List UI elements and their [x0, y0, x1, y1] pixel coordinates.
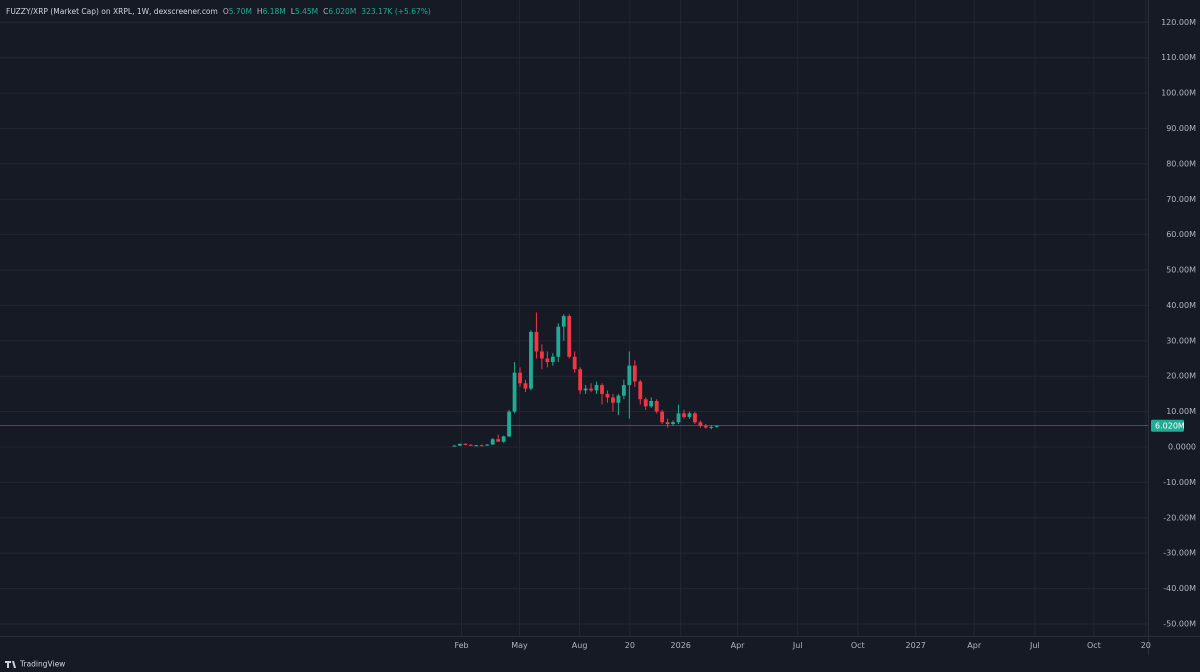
y-tick-label: 20.00M: [1166, 372, 1196, 381]
candle-body: [457, 443, 462, 446]
x-tick-label: Oct: [1087, 641, 1101, 650]
brand-name: TradingView: [19, 660, 65, 669]
candle-body: [518, 372, 522, 384]
x-tick-label: 2026: [671, 641, 691, 650]
candle-body: [479, 445, 484, 447]
y-tick-label: 0.0000: [1168, 443, 1196, 452]
ohlc-value: 5.45M: [295, 7, 318, 16]
y-tick-label: 110.00M: [1161, 53, 1196, 62]
x-tick-label: Jul: [1029, 641, 1040, 650]
candle-body: [572, 356, 577, 370]
candle-body: [490, 439, 495, 445]
candle-body: [660, 411, 665, 423]
y-tick-label: 10.00M: [1166, 407, 1196, 416]
candle-body: [501, 436, 506, 442]
candle-body: [703, 425, 708, 428]
candle-body: [594, 385, 599, 391]
x-tick-label: Apr: [967, 641, 982, 650]
ohlc-label: O: [223, 7, 229, 16]
x-tick-label: Apr: [731, 641, 746, 650]
y-tick-label: 50.00M: [1166, 266, 1196, 275]
last-price-badge: [1151, 419, 1184, 432]
candle-body: [529, 331, 533, 389]
candle-body: [671, 422, 675, 424]
candle-body: [654, 400, 659, 412]
ohlc-label: H: [257, 7, 263, 16]
candle-body: [665, 422, 670, 424]
candle-body: [534, 331, 539, 352]
candle-body: [523, 383, 528, 389]
candle-body: [611, 397, 615, 403]
x-tick-label: Jul: [792, 641, 803, 650]
x-tick-label: Aug: [572, 641, 588, 650]
y-tick-label: 80.00M: [1166, 159, 1196, 168]
candle-body: [638, 381, 643, 400]
last-price-label: 6.020M: [1155, 422, 1185, 431]
x-tick-label: 20: [1141, 641, 1151, 650]
candle-body: [567, 316, 572, 357]
candle-body: [682, 413, 686, 417]
y-tick-label: 70.00M: [1166, 195, 1196, 204]
y-tick-label: -20.00M: [1163, 513, 1196, 522]
y-tick-label: 90.00M: [1166, 124, 1196, 133]
y-tick-label: 40.00M: [1166, 301, 1196, 310]
candle-body: [687, 413, 692, 417]
candle-body: [468, 444, 473, 446]
candle-body: [605, 393, 610, 398]
brand-logo: [5, 661, 16, 668]
y-tick-label: 120.00M: [1161, 18, 1196, 27]
candle-body: [698, 422, 703, 426]
ohlc-value: 6.020M: [328, 7, 356, 16]
candle-body: [452, 445, 457, 447]
candle-body: [512, 372, 517, 412]
candle-body: [561, 316, 566, 327]
candle-body: [583, 388, 588, 391]
x-tick-label: 20: [625, 641, 635, 650]
y-tick-label: 30.00M: [1166, 336, 1196, 345]
y-tick-label: -30.00M: [1163, 549, 1196, 558]
candle-body: [474, 445, 479, 447]
ohlc-label: C: [323, 7, 328, 16]
candle-body: [496, 439, 501, 442]
candle-body: [463, 443, 468, 445]
candle-body: [545, 358, 550, 363]
candle-body: [616, 395, 621, 403]
candle-body: [621, 385, 626, 396]
candle-body: [632, 365, 637, 382]
candle-body: [550, 356, 555, 363]
title: FUZZY/XRP (Market Cap) on XRPL, 1W, dexs…: [6, 7, 218, 16]
y-tick-label: -50.00M: [1163, 619, 1196, 628]
candle-body: [485, 444, 490, 446]
candle-body: [676, 413, 681, 423]
change: 323.17K (+5.67%): [361, 7, 431, 16]
x-tick-label: Oct: [851, 641, 865, 650]
candle-body: [578, 369, 583, 391]
ohlc-label: L: [291, 7, 296, 16]
candle-body: [643, 399, 648, 407]
y-tick-label: 100.00M: [1161, 89, 1196, 98]
ohlc-value: 6.18M: [263, 7, 286, 16]
candle-body: [539, 351, 544, 359]
y-tick-label: 60.00M: [1166, 230, 1196, 239]
candle-body: [649, 400, 654, 407]
candle-body: [556, 326, 561, 357]
y-tick-label: -10.00M: [1163, 478, 1196, 487]
x-tick-label: 2027: [906, 641, 926, 650]
candle-body: [709, 426, 714, 428]
candle-body: [600, 385, 604, 394]
candle-body: [589, 388, 593, 391]
x-tick-label: Feb: [454, 641, 468, 650]
ohlc-value: 5.70M: [229, 7, 252, 16]
brand: TradingView: [5, 660, 65, 669]
x-tick-label: May: [511, 641, 528, 650]
candle-body: [693, 413, 697, 423]
candle-body: [627, 365, 632, 386]
candle-body: [714, 425, 719, 427]
candle-body: [507, 411, 512, 437]
y-tick-label: -40.00M: [1163, 584, 1196, 593]
chart-header: FUZZY/XRP (Market Cap) on XRPL, 1W, dexs…: [6, 7, 431, 16]
